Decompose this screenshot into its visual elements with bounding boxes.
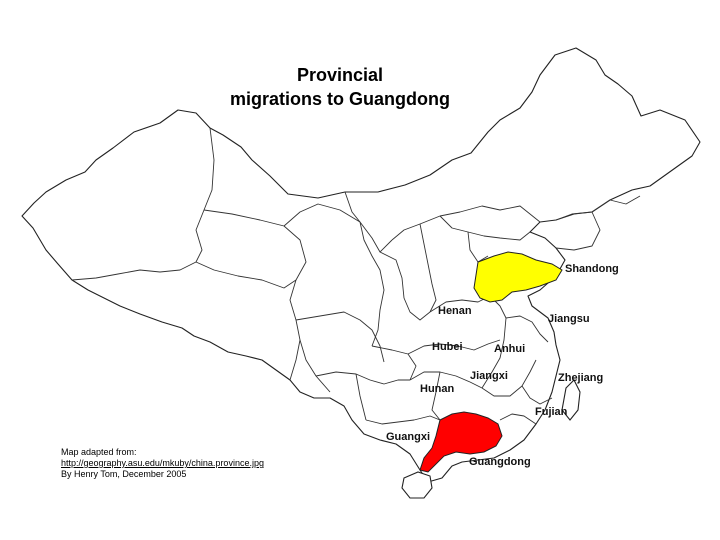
label-jiangsu: Jiangsu <box>548 313 590 325</box>
hainan-island <box>401 471 433 499</box>
map-title-line-1: Provincial <box>296 65 384 85</box>
label-zhejiang: Zhejiang <box>558 372 604 384</box>
label-guangxi: Guangxi <box>386 431 431 443</box>
label-henan: Henan <box>438 305 472 317</box>
guangdong-region <box>419 411 503 473</box>
label-hunan: Hunan <box>420 383 455 395</box>
credit-source-link[interactable]: http://geography.asu.edu/mkuby/china.pro… <box>61 458 264 469</box>
map-title-line-2: migrations to Guangdong <box>230 89 450 109</box>
label-fujian: Fujian <box>535 406 568 418</box>
source-link[interactable]: http://geography.asu.edu/mkuby/china.pro… <box>61 458 264 468</box>
label-guangdong: Guangdong <box>469 456 531 468</box>
credit-line-3: By Henry Tom, December 2005 <box>61 469 187 479</box>
label-hubei: Hubei <box>432 341 463 353</box>
label-jiangxi: Jiangxi <box>470 370 508 382</box>
taiwan-island <box>561 379 581 421</box>
province-borders <box>71 127 641 425</box>
shandong-region <box>473 251 563 303</box>
label-shandong: Shandong <box>565 263 619 275</box>
label-anhui: Anhui <box>494 343 526 355</box>
credit-line-1: Map adapted from: <box>61 447 137 457</box>
